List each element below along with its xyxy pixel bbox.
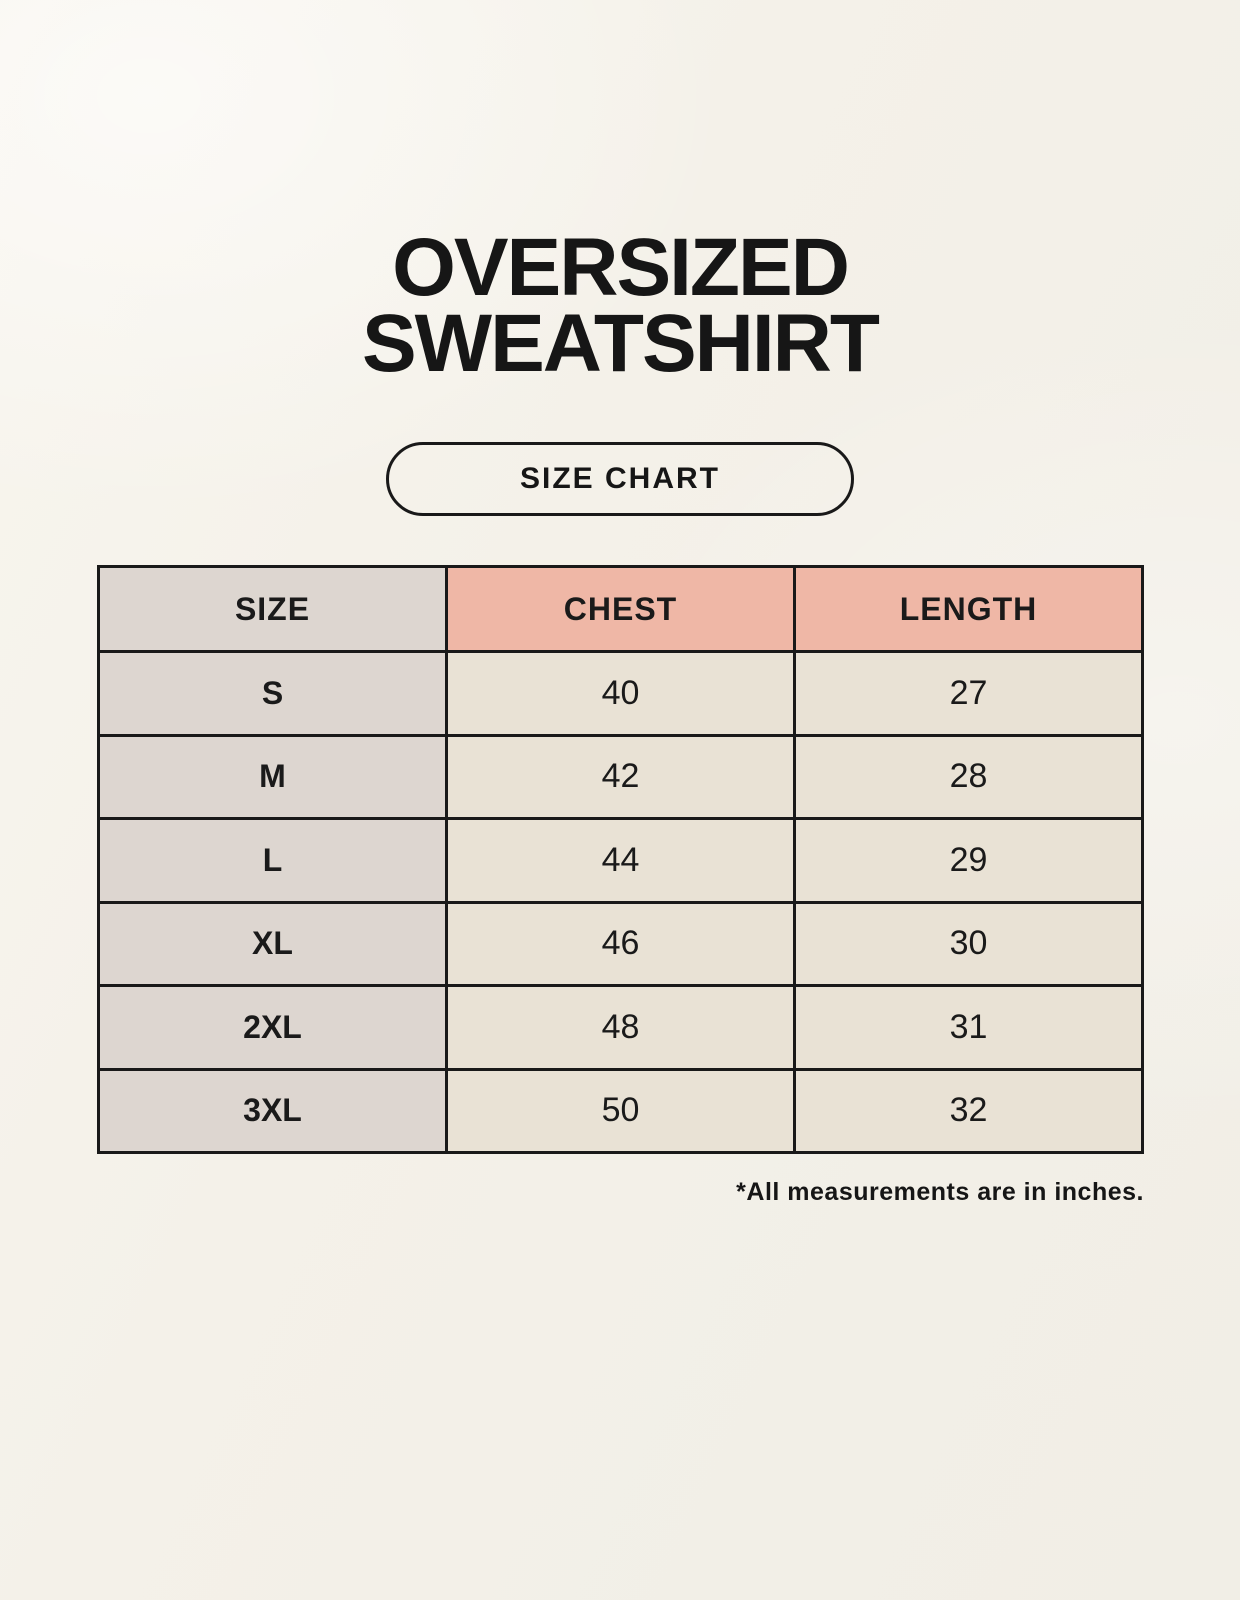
length-cell: 29	[793, 817, 1144, 904]
chest-cell: 50	[445, 1067, 796, 1154]
size-cell: 3XL	[97, 1067, 448, 1154]
chest-cell: 40	[445, 650, 796, 737]
length-cell: 32	[793, 1067, 1144, 1154]
col-header-chest: CHEST	[445, 565, 796, 653]
size-cell: S	[97, 650, 448, 737]
table-row: S 40 27	[97, 650, 1144, 737]
size-cell: M	[97, 733, 448, 820]
size-cell: XL	[97, 900, 448, 987]
page-title: OVERSIZED SWEATSHIRT	[0, 222, 1240, 389]
table-row: XL 46 30	[97, 900, 1144, 987]
length-cell: 30	[793, 900, 1144, 987]
chest-cell: 48	[445, 984, 796, 1071]
chest-cell: 46	[445, 900, 796, 987]
length-cell: 28	[793, 733, 1144, 820]
measurements-footnote: *All measurements are in inches.	[736, 1178, 1144, 1206]
chest-cell: 42	[445, 733, 796, 820]
table-row: 2XL 48 31	[97, 984, 1144, 1071]
col-header-length: LENGTH	[793, 565, 1144, 653]
length-cell: 27	[793, 650, 1144, 737]
page-title-line1: OVERSIZED	[392, 222, 850, 313]
length-cell: 31	[793, 984, 1144, 1071]
size-chart-badge-label: SIZE CHART	[520, 462, 720, 495]
size-chart-table: SIZE CHEST LENGTH S 40 27 M 42 28 L 44 2…	[97, 565, 1144, 1154]
table-header-row: SIZE CHEST LENGTH	[97, 565, 1144, 653]
size-chart-badge: SIZE CHART	[386, 442, 854, 516]
page-title-line2: SWEATSHIRT	[361, 298, 880, 389]
table-row: L 44 29	[97, 817, 1144, 904]
chest-cell: 44	[445, 817, 796, 904]
table-row: M 42 28	[97, 733, 1144, 820]
col-header-size: SIZE	[97, 565, 448, 653]
table-row: 3XL 50 32	[97, 1067, 1144, 1154]
size-cell: 2XL	[97, 984, 448, 1071]
size-cell: L	[97, 817, 448, 904]
